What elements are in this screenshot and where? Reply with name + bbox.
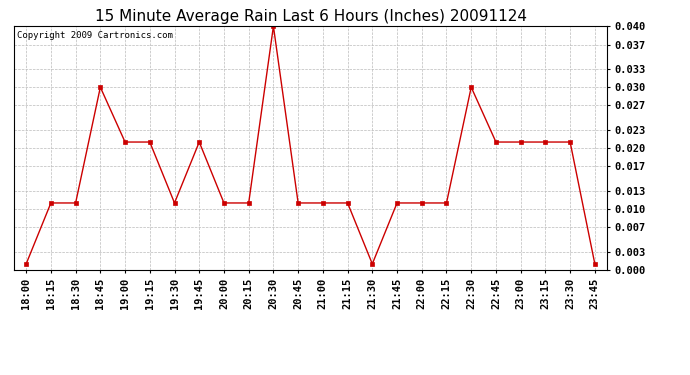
Title: 15 Minute Average Rain Last 6 Hours (Inches) 20091124: 15 Minute Average Rain Last 6 Hours (Inc… bbox=[95, 9, 526, 24]
Text: Copyright 2009 Cartronics.com: Copyright 2009 Cartronics.com bbox=[17, 31, 172, 40]
